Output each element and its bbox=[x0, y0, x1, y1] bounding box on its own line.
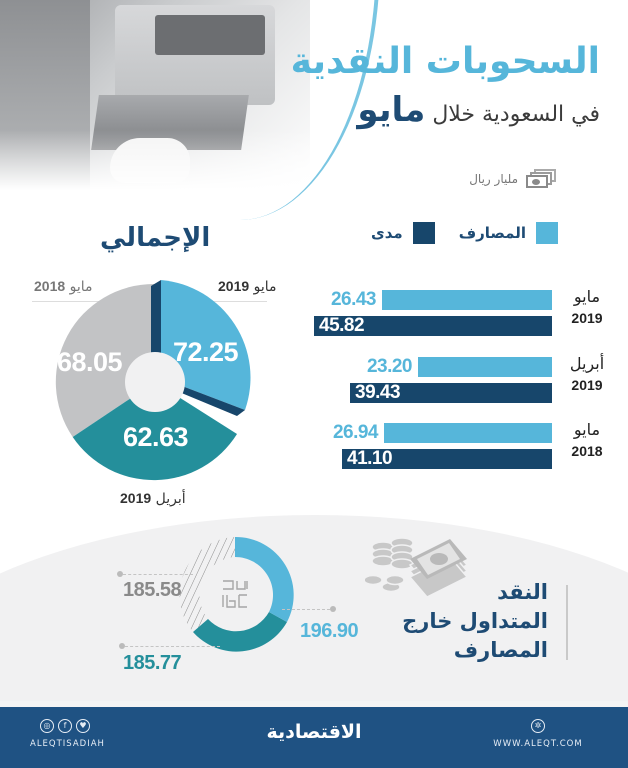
vertical-divider bbox=[566, 585, 568, 660]
bar-value: 23.20 bbox=[366, 356, 413, 377]
label-line: المصارف bbox=[453, 638, 548, 662]
bar-group-apr-2019: أبريل 2019 23.20 39.43 bbox=[300, 351, 610, 413]
category-year: 2019 bbox=[571, 310, 603, 326]
leader-dot bbox=[330, 606, 336, 612]
page-title: السحوبات النقدية في السعودية خلال مايو bbox=[291, 40, 600, 133]
totals-pie-chart: 72.25 62.63 68.05 bbox=[55, 280, 255, 482]
label-line: النقد bbox=[497, 580, 548, 604]
pie-value-may-2019: 72.25 bbox=[173, 337, 239, 367]
category-year: 2018 bbox=[571, 443, 603, 459]
pie-label-may-2019: مايو 2019 bbox=[218, 278, 277, 295]
brand-logo: الاقتصادية bbox=[266, 721, 362, 743]
facebook-icon[interactable]: f bbox=[58, 719, 72, 733]
category-month: أبريل bbox=[569, 354, 605, 373]
legend-swatch-mada bbox=[412, 222, 435, 244]
bar-group-may-2018: مايو 2018 26.94 41.10 bbox=[300, 417, 610, 479]
leader-line bbox=[282, 609, 330, 610]
pie-slice-apr-2019 bbox=[72, 382, 237, 481]
twitter-icon[interactable]: ♥ bbox=[76, 719, 90, 733]
currency-outside-banks-label: النقد المتداول خارج المصارف bbox=[402, 578, 548, 665]
pie-label-apr-2019: أبريل 2019 bbox=[120, 490, 186, 507]
leader-dot bbox=[117, 571, 123, 577]
bar-mada: 39.43 bbox=[350, 382, 552, 403]
subtitle-prefix: في السعودية خلال bbox=[432, 102, 600, 127]
pie-svg bbox=[55, 280, 251, 481]
bar-mada: 41.10 bbox=[342, 448, 552, 469]
unit-indicator: مليار ريال bbox=[469, 169, 556, 189]
bar-category-label: مايو 2019 bbox=[564, 286, 610, 328]
website-link[interactable]: ✲ WWW.ALEQT.COM bbox=[488, 719, 588, 749]
pie-slice-may-2018 bbox=[55, 283, 156, 437]
bar-group-may-2019: مايو 2019 26.43 45.82 bbox=[300, 284, 610, 346]
bar-value: 41.10 bbox=[347, 448, 393, 469]
unit-label: مليار ريال bbox=[469, 172, 518, 186]
social-handle[interactable]: ALEQTISADIAH bbox=[30, 739, 105, 749]
category-month: مايو bbox=[573, 420, 601, 439]
pie-value-apr-2019: 62.63 bbox=[123, 422, 189, 452]
bar-value: 45.82 bbox=[319, 315, 365, 336]
pie-leader-line bbox=[32, 301, 102, 302]
bar-mada: 45.82 bbox=[314, 315, 552, 336]
title-sub: في السعودية خلال مايو bbox=[291, 92, 600, 133]
donut-segment-may-2019 bbox=[235, 536, 294, 622]
legend-label-mada: مدى bbox=[370, 224, 403, 242]
bar-banks: 23.20 bbox=[367, 356, 552, 377]
bar-banks: 26.94 bbox=[333, 422, 552, 443]
leader-line bbox=[125, 646, 220, 647]
totals-title: الإجمالي bbox=[100, 223, 211, 253]
globe-icon: ✲ bbox=[531, 719, 545, 733]
pie-value-may-2018: 68.05 bbox=[57, 347, 123, 377]
bar-value: 26.94 bbox=[332, 422, 379, 443]
bar-value: 26.43 bbox=[330, 289, 377, 310]
riyal-symbol-icon bbox=[222, 580, 248, 608]
bar-category-label: مايو 2018 bbox=[564, 419, 610, 461]
cash-coins-icon bbox=[363, 535, 470, 600]
chart-legend: المصارف مدى bbox=[357, 222, 558, 244]
currency-donut-chart bbox=[175, 535, 295, 655]
social-links: ◎ f ♥ ALEQTISADIAH bbox=[30, 719, 105, 749]
bar-category-label: أبريل 2019 bbox=[564, 353, 610, 395]
website-url[interactable]: WWW.ALEQT.COM bbox=[493, 739, 583, 749]
donut-svg bbox=[179, 536, 294, 652]
subtitle-highlight: مايو bbox=[357, 90, 426, 130]
donut-segment-apr-2019 bbox=[193, 612, 287, 652]
leader-line bbox=[123, 574, 193, 575]
pie-leader-line bbox=[205, 301, 267, 302]
leader-dot bbox=[119, 643, 125, 649]
legend-label-banks: المصارف bbox=[458, 224, 526, 242]
donut-segment-may-2018 bbox=[179, 537, 235, 632]
donut-value-may-2019: 196.90 bbox=[300, 620, 359, 642]
pie-label-may-2018: مايو 2018 bbox=[34, 278, 93, 295]
bar-value: 39.43 bbox=[355, 382, 401, 403]
footer: ◎ f ♥ ALEQTISADIAH الاقتصادية ✲ WWW.ALEQ… bbox=[0, 701, 628, 768]
label-line: المتداول خارج bbox=[402, 609, 548, 633]
bar-banks: 26.43 bbox=[331, 289, 552, 310]
donut-value-apr-2019: 185.77 bbox=[123, 652, 182, 674]
donut-value-may-2018: 185.58 bbox=[123, 579, 182, 601]
category-year: 2019 bbox=[571, 377, 603, 393]
category-month: مايو bbox=[573, 287, 601, 306]
banknote-stack-icon bbox=[526, 169, 556, 189]
title-main: السحوبات النقدية bbox=[290, 41, 600, 82]
legend-swatch-banks bbox=[536, 222, 558, 244]
instagram-icon[interactable]: ◎ bbox=[40, 719, 54, 733]
